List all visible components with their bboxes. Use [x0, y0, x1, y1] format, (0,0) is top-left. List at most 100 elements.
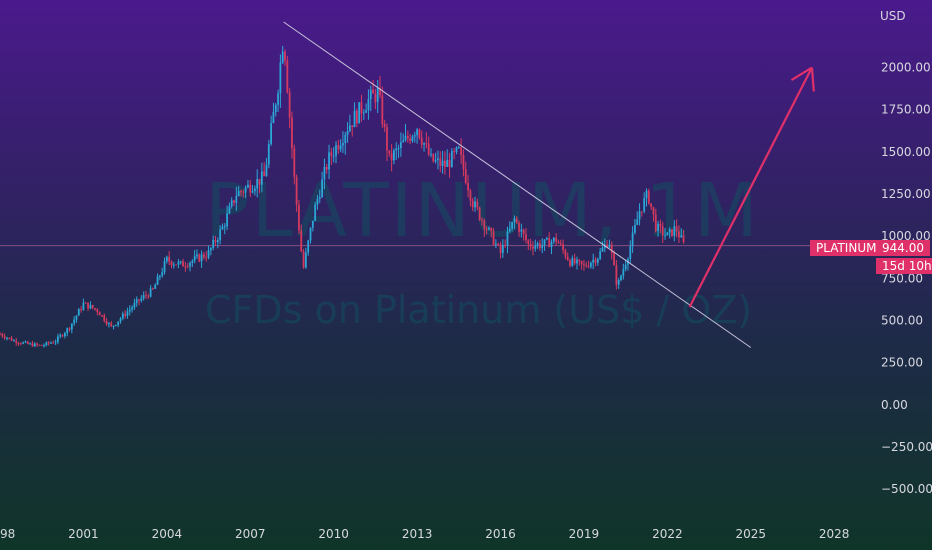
candle-body [226, 213, 228, 227]
candle-body [513, 218, 516, 223]
candle-body [409, 138, 412, 141]
candle-body [36, 343, 38, 345]
candle-body [390, 153, 393, 161]
candle-body [172, 264, 175, 266]
candle-body [235, 196, 238, 203]
candle-body [140, 298, 143, 301]
candle-body [40, 344, 43, 346]
candle-body [369, 89, 372, 99]
candle-body [497, 243, 500, 245]
candle-body [342, 143, 344, 146]
candle-body [87, 302, 89, 309]
candle-body [214, 239, 217, 243]
candle-body [469, 190, 472, 201]
candle-body [126, 311, 129, 316]
candle-body [381, 95, 384, 124]
candle-body [348, 125, 351, 132]
candle-body [673, 226, 676, 236]
candle-body [580, 261, 583, 265]
candle-body [527, 240, 530, 244]
candle-body [288, 92, 291, 118]
candle-body [666, 232, 669, 236]
candle-body [446, 159, 449, 167]
candle-body [1, 334, 4, 337]
y-tick-label: 0.00 [881, 398, 908, 412]
candle-body [323, 166, 326, 180]
candle-body [634, 225, 636, 233]
candle-body [592, 259, 595, 263]
candle-body [286, 60, 289, 93]
x-tick-label: 2007 [235, 527, 266, 541]
candle-body [328, 152, 330, 170]
candle-body [33, 343, 36, 347]
candle-body [680, 235, 683, 238]
candle-body [43, 345, 45, 347]
candle-body [298, 204, 300, 231]
candle-body [203, 254, 205, 258]
x-tick-label: 2013 [402, 527, 433, 541]
candle-body [388, 150, 391, 154]
candle-body [152, 288, 154, 290]
candle-body [539, 243, 541, 248]
candle-body [270, 123, 273, 145]
candle-body [135, 299, 138, 303]
candle-body [26, 341, 29, 344]
candle-body [237, 191, 240, 197]
candle-body [196, 254, 198, 257]
candle-body [444, 160, 446, 167]
candle-body [594, 259, 597, 263]
candle-body [19, 343, 22, 345]
x-tick-label: 2028 [819, 527, 850, 541]
candle-body [13, 340, 15, 342]
candle-body [121, 313, 124, 319]
candle-body [471, 200, 474, 208]
candle-body [57, 336, 59, 342]
candle-body [615, 265, 618, 285]
candle-body [251, 191, 254, 193]
candle-body [474, 201, 476, 208]
candle-body [307, 240, 310, 253]
candle-body [61, 335, 64, 337]
candle-body [494, 243, 497, 245]
candle-body [587, 266, 590, 268]
candle-body [427, 143, 430, 155]
candle-body [161, 272, 164, 276]
candle-body [158, 275, 161, 277]
candle-body [219, 229, 222, 241]
candle-body [629, 246, 632, 260]
candle-body [91, 304, 94, 309]
candle-body [89, 304, 92, 309]
x-tick-label: 2004 [152, 527, 183, 541]
candle-body [564, 250, 567, 257]
candle-body [228, 206, 231, 214]
candle-body [485, 229, 488, 231]
candle-body [643, 198, 646, 212]
candle-body [425, 143, 428, 145]
candle-body [652, 207, 655, 215]
candle-body [566, 256, 569, 261]
candle-body [423, 143, 425, 145]
y-tick-label: 2000.00 [881, 61, 931, 75]
candle-body [613, 253, 615, 266]
candle-body [200, 254, 203, 262]
candle-body [221, 226, 224, 230]
candle-body [131, 307, 133, 310]
candle-body [550, 241, 553, 248]
candle-body [393, 150, 395, 161]
candle-body [397, 148, 400, 150]
candle-body [165, 256, 168, 262]
candle-body [631, 232, 634, 247]
candle-body [522, 229, 525, 235]
candle-body [506, 231, 509, 246]
candle-body [379, 88, 381, 96]
x-tick-label: 2019 [569, 527, 600, 541]
candle-body [267, 144, 270, 165]
candle-body [374, 93, 377, 103]
candle-body [170, 261, 173, 266]
candle-body [402, 140, 405, 143]
symbol-price-label: PLATINUM [810, 240, 883, 256]
candle-body [504, 244, 507, 246]
candle-body [337, 145, 340, 150]
candle-body [105, 320, 108, 325]
